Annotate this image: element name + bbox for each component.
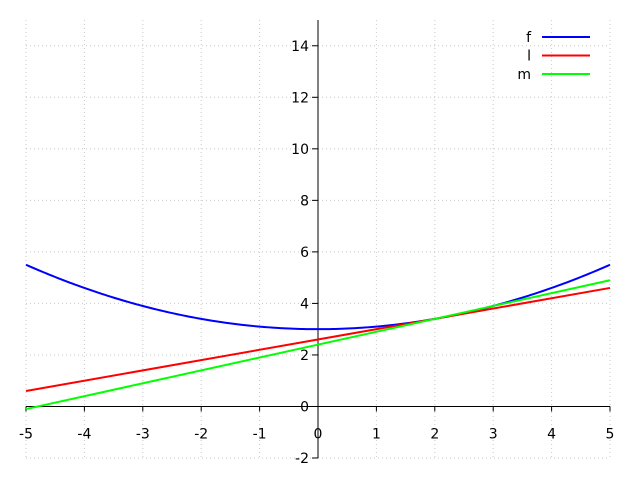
series — [25, 263, 611, 411]
legend-label-f: f — [526, 30, 532, 46]
x-tick-label: -3 — [136, 426, 150, 442]
y-tick-label: 2 — [300, 348, 309, 364]
legend-label-m: m — [517, 67, 531, 83]
y-tick-label: 6 — [300, 245, 309, 261]
x-tick-label: -4 — [77, 426, 91, 442]
series-line-l — [25, 286, 611, 392]
y-tick-label: 12 — [291, 90, 309, 106]
x-tick-label: 0 — [314, 426, 323, 442]
x-tick-label: 5 — [606, 426, 615, 442]
axes — [26, 20, 610, 458]
y-tick-label: 4 — [300, 296, 309, 312]
y-tick-label: 0 — [300, 399, 309, 415]
x-tick-label: 2 — [430, 426, 439, 442]
x-tick-label: -1 — [253, 426, 267, 442]
y-tick-label: 8 — [300, 193, 309, 209]
x-tick-label: -2 — [194, 426, 208, 442]
x-tick-label: -5 — [19, 426, 33, 442]
x-tick-label: 3 — [489, 426, 498, 442]
y-tick-label: 14 — [291, 39, 309, 55]
legend: flm — [517, 30, 590, 83]
y-tick-label: -2 — [295, 451, 309, 467]
x-tick-label: 1 — [372, 426, 381, 442]
series-line-m — [25, 279, 611, 411]
series-line-f — [25, 263, 611, 331]
x-tick-label: 4 — [547, 426, 556, 442]
y-tick-label: 10 — [291, 142, 309, 158]
legend-label-l: l — [527, 49, 531, 65]
